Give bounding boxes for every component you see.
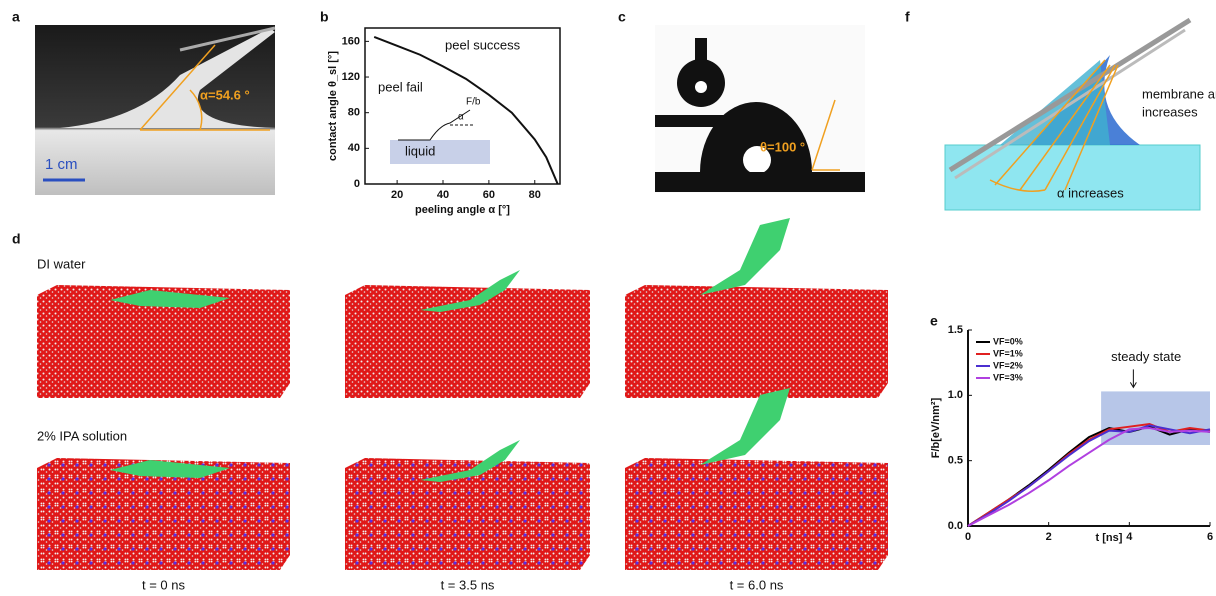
row-label: 2% IPA solution — [37, 428, 127, 443]
annotation: increases — [1142, 104, 1198, 119]
panel-label: e — [930, 313, 938, 329]
y-tick-label: 0 — [354, 178, 360, 190]
y-tick-label: 1.5 — [948, 324, 963, 336]
x-tick-label: 2 — [1046, 531, 1052, 543]
x-tick-label: 40 — [437, 189, 449, 201]
page: a α=54.6 ° 1 cm b 2040608004080120160pee… — [0, 0, 1216, 596]
time-label: t = 6.0 ns — [730, 577, 784, 592]
x-tick-label: 0 — [965, 531, 971, 543]
y-tick-label: 120 — [342, 71, 360, 83]
legend-label: VF=0% — [993, 336, 1023, 346]
y-tick-label: 80 — [348, 107, 360, 119]
y-tick-label: 160 — [342, 35, 360, 47]
annotation: α — [458, 112, 464, 123]
water-box — [625, 285, 888, 398]
annotation: liquid — [405, 143, 435, 158]
x-tick-label: 20 — [391, 189, 403, 201]
time-label: t = 3.5 ns — [441, 577, 495, 592]
legend-label: VF=3% — [993, 372, 1023, 382]
chart-b: 20 40 60 80 0 40 80 120 160 peeling angle α [°] co… — [327, 28, 560, 216]
annotation: membrane area — [1142, 86, 1216, 101]
panel-label: a — [12, 9, 20, 25]
time-label: t = 0 ns — [142, 577, 185, 592]
substrate — [655, 172, 865, 192]
simulations: t = 0 ns t = 3.5 ns t = 6.0 ns — [37, 218, 888, 592]
angle-label: θ=100 ° — [760, 139, 805, 154]
y-axis-label: F/b[eV/nm²] — [930, 397, 942, 458]
membrane — [700, 388, 790, 465]
y-tick-label: 1.0 — [948, 389, 963, 401]
y-tick-label: 40 — [348, 142, 360, 154]
panel-label: c — [618, 9, 626, 25]
drop-highlight — [695, 81, 707, 93]
membrane — [700, 218, 790, 295]
x-tick-label: 80 — [529, 189, 541, 201]
legend-label: VF=1% — [993, 348, 1023, 358]
annotation: steady state — [1111, 349, 1181, 364]
x-tick-label: 60 — [483, 189, 495, 201]
x-tick-label: 4 — [1126, 531, 1133, 543]
panel-label: f — [905, 9, 910, 25]
x-axis-label: t [ns] — [1096, 532, 1123, 544]
angle-label: α=54.6 ° — [200, 87, 250, 102]
scale-label: 1 cm — [45, 156, 78, 173]
figure: a α=54.6 ° 1 cm b 2040608004080120160pee… — [0, 0, 1216, 596]
y-tick-label: 0.0 — [948, 520, 963, 532]
legend-label: VF=2% — [993, 360, 1023, 370]
arrow — [1130, 369, 1136, 387]
shaded-region — [1101, 391, 1210, 445]
annotation: peel success — [445, 37, 521, 52]
water-box — [625, 458, 888, 570]
row-label: DI water — [37, 256, 86, 271]
needle — [695, 38, 707, 60]
x-axis-label: peeling angle α [°] — [415, 204, 510, 216]
annotation: peel fail — [378, 79, 423, 94]
panel-label: b — [320, 9, 329, 25]
x-tick-label: 6 — [1207, 531, 1213, 543]
panel-label: d — [12, 231, 21, 247]
annotation: F/b — [466, 97, 481, 108]
chart-e: steady state 0 2 4 6 0.0 0.5 1.0 1.5 t [ns] F/b[eV… — [930, 324, 1213, 544]
y-axis-label: contact angle θ_sl [°] — [327, 51, 339, 161]
y-tick-label: 0.5 — [948, 455, 963, 467]
annotation: α increases — [1057, 185, 1124, 200]
